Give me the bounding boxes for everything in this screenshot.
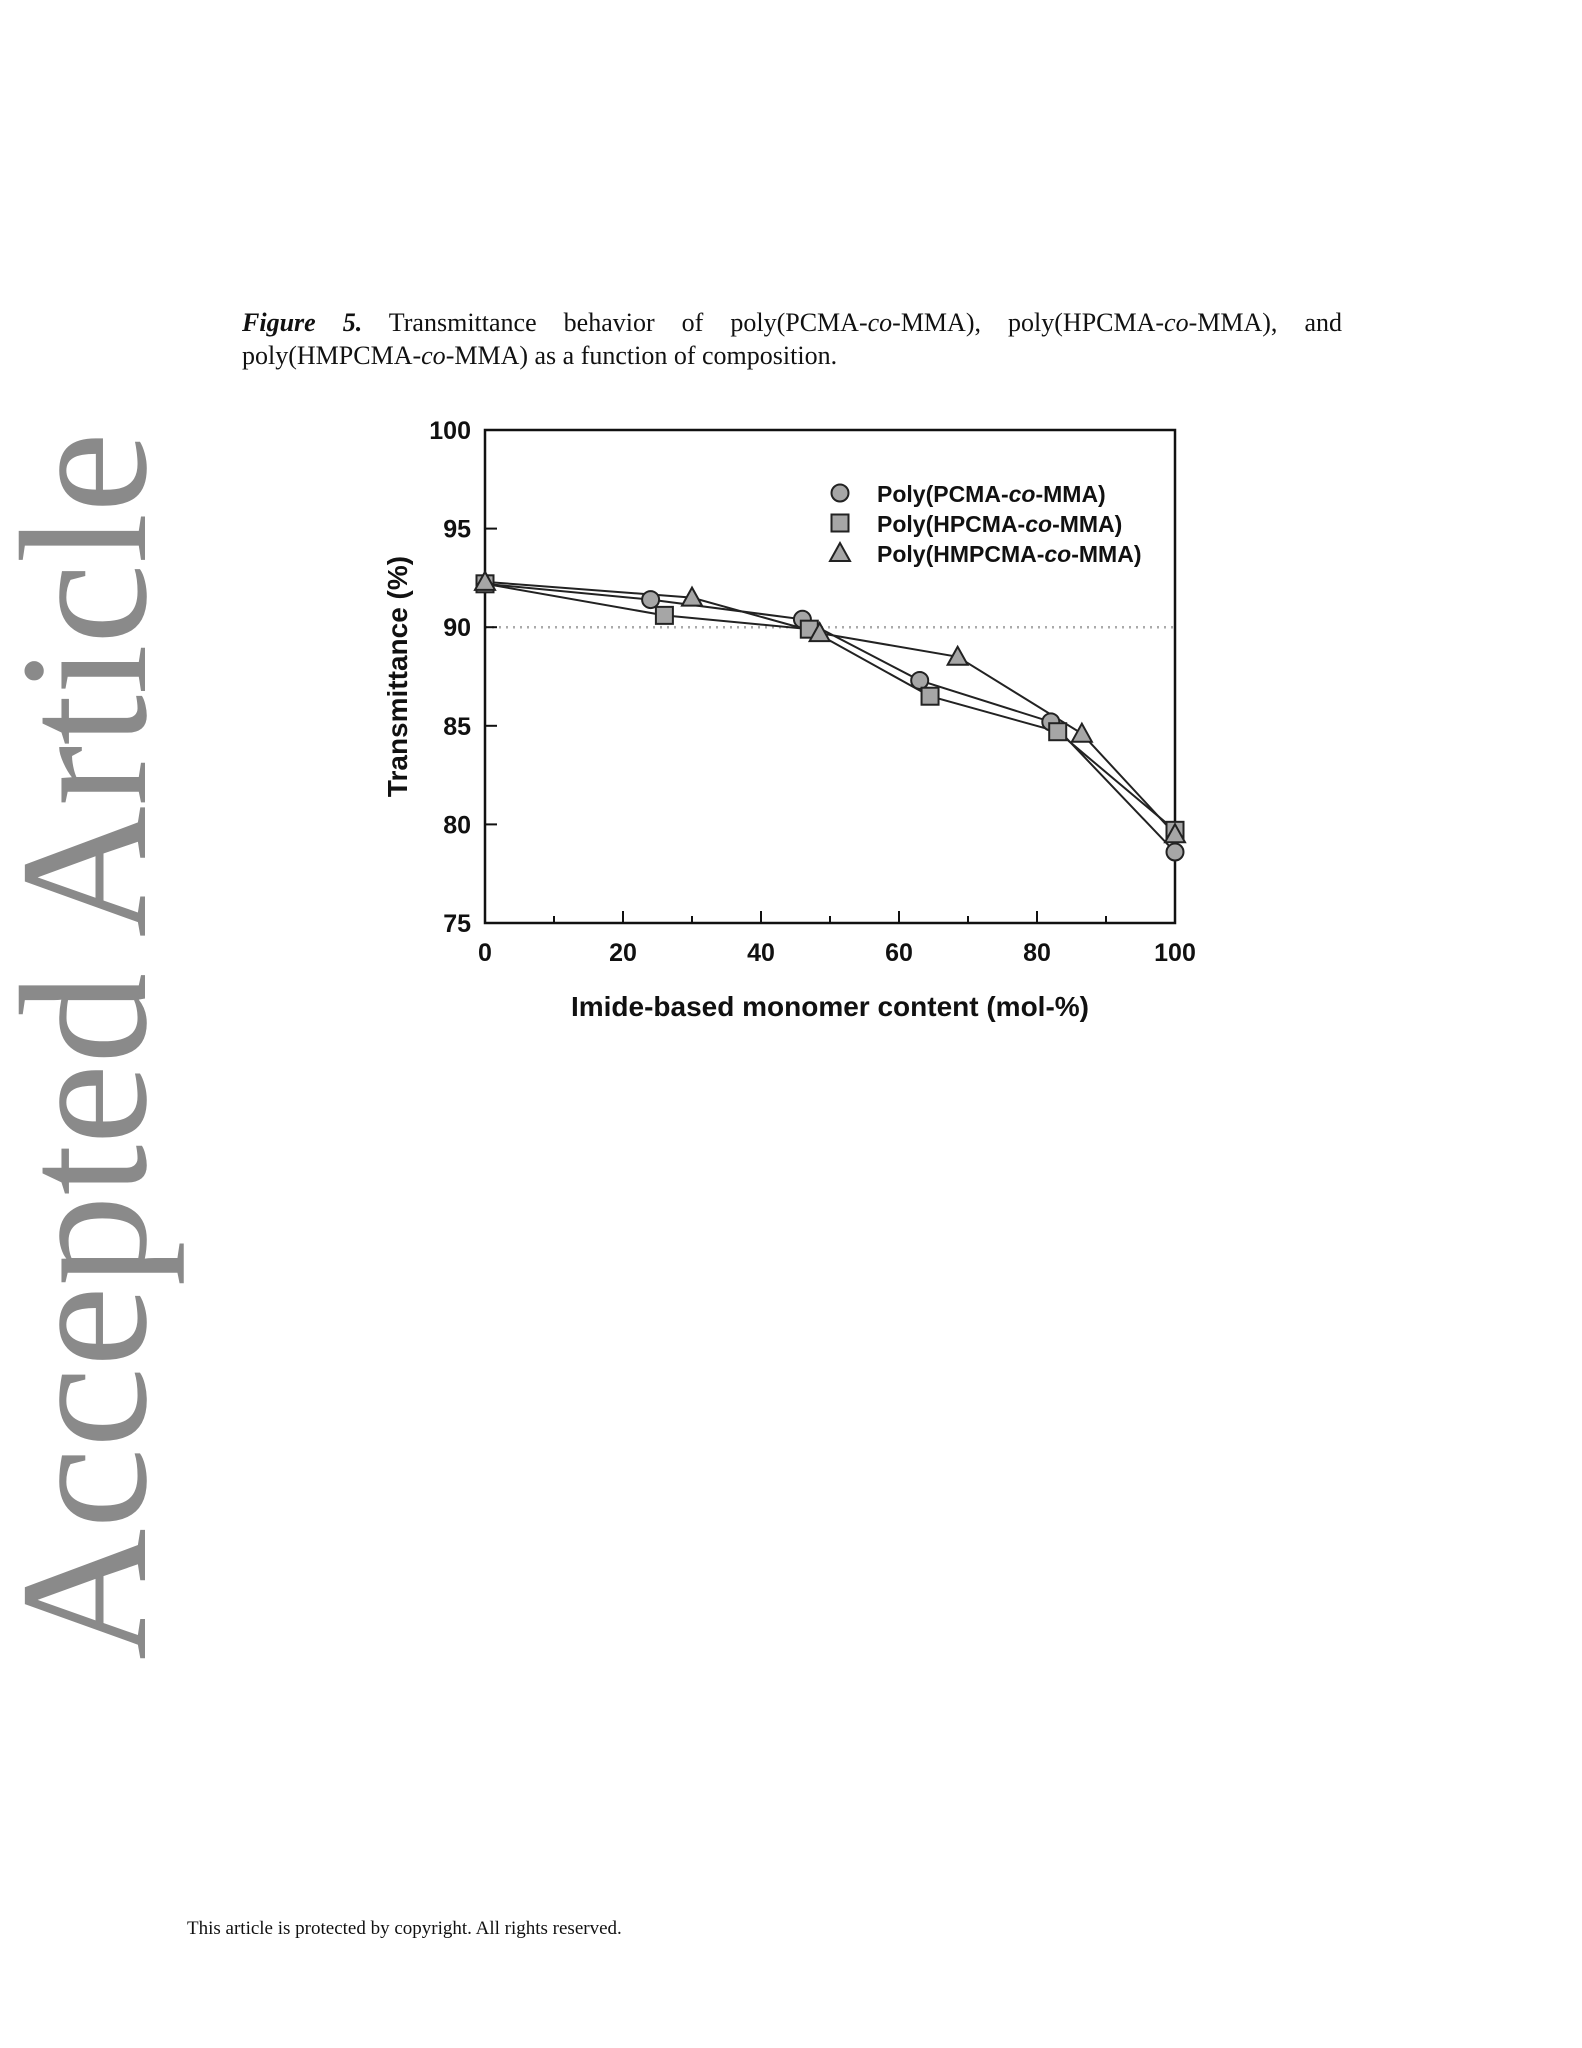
figure-caption: Figure 5. Transmittance behavior of poly… xyxy=(242,306,1342,372)
x-tick-label: 60 xyxy=(885,939,913,967)
x-tick-label: 40 xyxy=(747,939,775,967)
data-point-triangle xyxy=(1070,721,1094,743)
data-point-square xyxy=(920,686,940,706)
data-point-circle xyxy=(1165,842,1185,862)
data-point-circle xyxy=(910,670,930,690)
legend-marker-square xyxy=(830,513,850,533)
x-tick-label: 20 xyxy=(609,939,637,967)
caption-text-1: Transmittance behavior of poly(PCMA- xyxy=(362,308,868,337)
data-point-triangle xyxy=(945,644,970,666)
caption-text-2: -MMA), poly(HPCMA- xyxy=(892,308,1165,337)
y-tick-label: 85 xyxy=(443,713,471,741)
legend-marker-circle xyxy=(830,483,850,503)
data-point-triangle xyxy=(473,569,497,591)
series-line-square xyxy=(484,582,1176,832)
y-axis-label: Transmittance (%) xyxy=(382,556,413,797)
x-tick-label: 0 xyxy=(478,939,492,967)
data-point-triangle xyxy=(807,621,832,643)
data-point-square xyxy=(654,605,674,625)
caption-italic-1: co xyxy=(867,308,893,337)
x-tick-label: 100 xyxy=(1154,939,1196,967)
series-line-circle xyxy=(484,582,1176,853)
caption-text-3: -MMA), and poly(HMPCMA- xyxy=(242,308,1343,370)
data-point-circle xyxy=(641,590,661,610)
watermark-text: Accepted Article xyxy=(0,432,185,1660)
y-tick-label: 80 xyxy=(443,811,471,839)
y-tick-label: 100 xyxy=(429,417,471,445)
data-point-triangle xyxy=(1163,822,1187,844)
series-points-triangle xyxy=(473,569,1187,844)
figure-label: Figure 5. xyxy=(242,308,363,337)
x-axis-label: Imide-based monomer content (mol-%) xyxy=(571,991,1089,1022)
data-point-triangle xyxy=(680,585,704,607)
caption-italic-3: co xyxy=(421,341,446,370)
legend: Poly(PCMA-co-MMA) Poly(HPCMA-co-MMA) Poly(… xyxy=(828,481,1141,567)
legend-marker-triangle xyxy=(828,540,852,562)
data-point-square xyxy=(1048,722,1068,742)
y-tick-label: 75 xyxy=(443,910,471,938)
legend-label: Poly(HMPCMA-co-MMA) xyxy=(877,541,1141,567)
copyright-footer: This article is protected by copyright. … xyxy=(187,1918,622,1939)
x-tick-label: 80 xyxy=(1023,939,1051,967)
series-points-square xyxy=(475,574,1185,840)
y-tick-label: 95 xyxy=(443,516,471,544)
caption-text-4: -MMA) as a function of composition. xyxy=(445,341,838,370)
series-points-circle xyxy=(475,574,1185,862)
legend-label: Poly(HPCMA-co-MMA) xyxy=(877,511,1122,537)
series-line-triangle xyxy=(484,580,1176,835)
y-tick-label: 90 xyxy=(443,614,471,642)
caption-italic-2: co xyxy=(1164,308,1189,337)
transmittance-chart: 0 20 40 60 80 100 75 80 85 90 95 100 Imide-based mon… xyxy=(382,417,1196,1022)
legend-label: Poly(PCMA-co-MMA) xyxy=(877,481,1106,507)
